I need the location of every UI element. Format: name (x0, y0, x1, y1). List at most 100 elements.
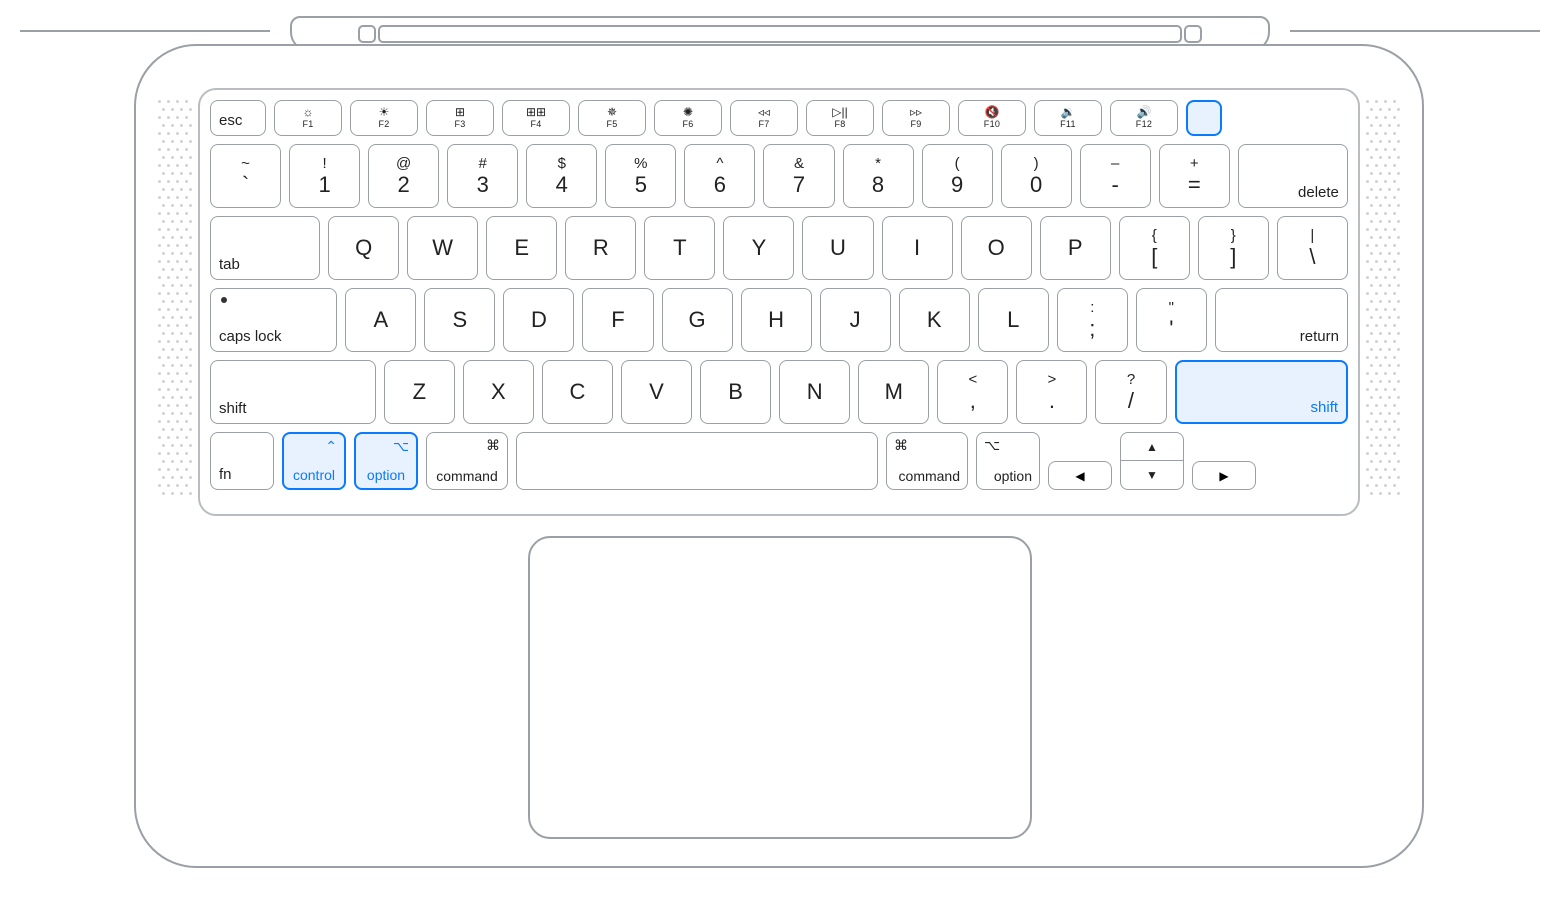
key-u-label: U (830, 236, 846, 259)
key-f1-sublabel: F1 (302, 120, 313, 129)
key-return[interactable]: return (1215, 288, 1348, 352)
key-esc[interactable]: esc (210, 100, 266, 136)
key-6[interactable]: ^6 (684, 144, 755, 208)
key-w[interactable]: W (407, 216, 478, 280)
key-n-label: N (807, 380, 823, 403)
key-f[interactable]: F (582, 288, 653, 352)
key-f7[interactable]: ◃◃F7 (730, 100, 798, 136)
key-m[interactable]: M (858, 360, 929, 424)
key-rshift[interactable]: shift (1175, 360, 1349, 424)
key-rcommand[interactable]: ⌘command (886, 432, 968, 490)
key-quote[interactable]: "' (1136, 288, 1207, 352)
key-3[interactable]: #3 (447, 144, 518, 208)
key-return-label: return (1300, 329, 1339, 345)
key-loption-symbol: ⌥ (393, 439, 409, 454)
key-f8[interactable]: ▷||F8 (806, 100, 874, 136)
key-lcontrol-label: control (293, 468, 335, 483)
key-loption[interactable]: ⌥option (354, 432, 418, 490)
key-n[interactable]: N (779, 360, 850, 424)
key-l[interactable]: L (978, 288, 1049, 352)
key-lshift[interactable]: shift (210, 360, 376, 424)
key-0[interactable]: )0 (1001, 144, 1072, 208)
key-tab-label: tab (219, 257, 240, 273)
key-k[interactable]: K (899, 288, 970, 352)
key-z[interactable]: Z (384, 360, 455, 424)
key-space[interactable] (516, 432, 878, 490)
key-roption[interactable]: ⌥option (976, 432, 1040, 490)
key-i[interactable]: I (882, 216, 953, 280)
key-f2[interactable]: ☀F2 (350, 100, 418, 136)
key-f8-sublabel: F8 (834, 120, 845, 129)
key-s[interactable]: S (424, 288, 495, 352)
key-arrow-down[interactable]: ▼ (1120, 461, 1184, 490)
key-e-label: E (514, 236, 529, 259)
key-x[interactable]: X (463, 360, 534, 424)
key-e[interactable]: E (486, 216, 557, 280)
key-v[interactable]: V (621, 360, 692, 424)
key-backtick[interactable]: ~` (210, 144, 281, 208)
key-y[interactable]: Y (723, 216, 794, 280)
key-f3[interactable]: ⊞F3 (426, 100, 494, 136)
key-f10-icon: 🔇 (985, 106, 1000, 118)
key-delete[interactable]: delete (1238, 144, 1348, 208)
key-q[interactable]: Q (328, 216, 399, 280)
key-f4-sublabel: F4 (530, 120, 541, 129)
key-semicolon[interactable]: :; (1057, 288, 1128, 352)
key-b[interactable]: B (700, 360, 771, 424)
key-j[interactable]: J (820, 288, 891, 352)
key-period[interactable]: >. (1016, 360, 1087, 424)
key-minus[interactable]: –- (1080, 144, 1151, 208)
key-equal[interactable]: += (1159, 144, 1230, 208)
key-f1[interactable]: ☼F1 (274, 100, 342, 136)
key-5[interactable]: %5 (605, 144, 676, 208)
key-o-label: O (988, 236, 1005, 259)
key-lcommand[interactable]: ⌘command (426, 432, 508, 490)
key-arrow-right[interactable]: ▶ (1192, 461, 1256, 490)
key-slash[interactable]: ?/ (1095, 360, 1166, 424)
key-rbracket[interactable]: }] (1198, 216, 1269, 280)
key-caps-label: caps lock (219, 329, 282, 345)
key-f9[interactable]: ▹▹F9 (882, 100, 950, 136)
key-2[interactable]: @2 (368, 144, 439, 208)
key-r[interactable]: R (565, 216, 636, 280)
key-arrow-up[interactable]: ▲ (1120, 432, 1184, 461)
function-row: esc☼F1☀F2⊞F3⊞⊞F4✵F5✺F6◃◃F7▷||F8▹▹F9🔇F10🔉… (210, 100, 1348, 136)
key-a[interactable]: A (345, 288, 416, 352)
key-lcontrol[interactable]: ⌃control (282, 432, 346, 490)
key-caps[interactable]: caps lock (210, 288, 337, 352)
key-8[interactable]: *8 (843, 144, 914, 208)
key-tab[interactable]: tab (210, 216, 320, 280)
key-f11-sublabel: F11 (1060, 120, 1076, 129)
key-u[interactable]: U (802, 216, 873, 280)
key-k-label: K (927, 308, 942, 331)
key-f12[interactable]: 🔊F12 (1110, 100, 1178, 136)
key-f10[interactable]: 🔇F10 (958, 100, 1026, 136)
key-h[interactable]: H (741, 288, 812, 352)
key-9[interactable]: (9 (922, 144, 993, 208)
key-g[interactable]: G (662, 288, 733, 352)
key-7[interactable]: &7 (763, 144, 834, 208)
key-f5-sublabel: F5 (606, 120, 617, 129)
key-q-label: Q (355, 236, 372, 259)
key-power[interactable] (1186, 100, 1222, 136)
key-t-label: T (673, 236, 686, 259)
key-c[interactable]: C (542, 360, 613, 424)
key-m-label: M (885, 380, 903, 403)
key-f4[interactable]: ⊞⊞F4 (502, 100, 570, 136)
key-1[interactable]: !1 (289, 144, 360, 208)
key-4[interactable]: $4 (526, 144, 597, 208)
key-lbracket[interactable]: {[ (1119, 216, 1190, 280)
trackpad[interactable] (528, 536, 1032, 839)
key-backslash[interactable]: |\ (1277, 216, 1348, 280)
key-arrow-left[interactable]: ◀ (1048, 461, 1112, 490)
key-t[interactable]: T (644, 216, 715, 280)
key-o[interactable]: O (961, 216, 1032, 280)
key-fn[interactable]: fn (210, 432, 274, 490)
key-f5[interactable]: ✵F5 (578, 100, 646, 136)
key-f11[interactable]: 🔉F11 (1034, 100, 1102, 136)
key-d[interactable]: D (503, 288, 574, 352)
key-comma[interactable]: <, (937, 360, 1008, 424)
key-f6[interactable]: ✺F6 (654, 100, 722, 136)
key-p[interactable]: P (1040, 216, 1111, 280)
key-r-label: R (593, 236, 609, 259)
